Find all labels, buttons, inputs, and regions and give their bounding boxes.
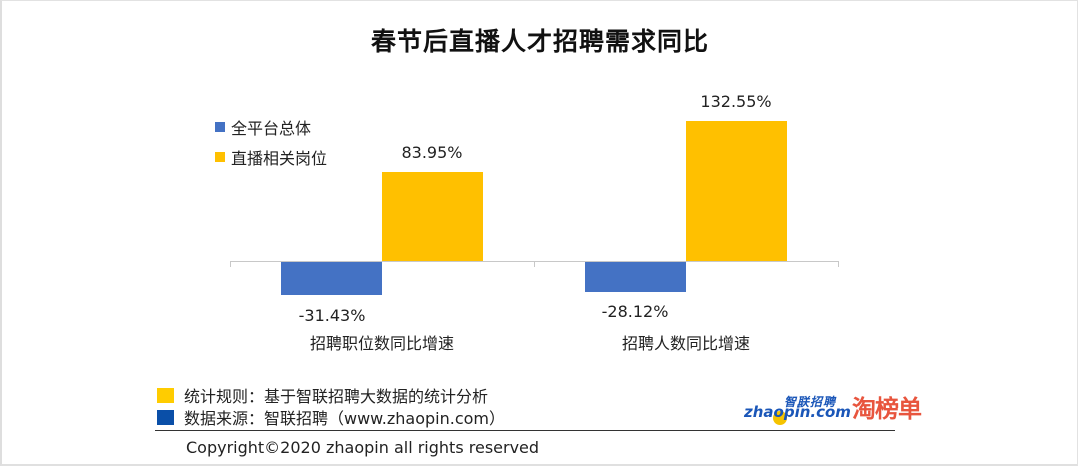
note-text: 统计规则：基于智联招聘大数据的统计分析: [184, 387, 489, 406]
logo-dot-icon: [773, 411, 787, 425]
category-label: 招聘职位数同比增速: [309, 334, 454, 353]
note-text: 数据来源：智联招聘（www.zhaopin.com）: [184, 409, 506, 428]
bar-overall-headcount: [585, 262, 686, 292]
value-label: 132.55%: [700, 92, 772, 111]
axis-tick: [534, 261, 535, 267]
legend-label: 直播相关岗位: [231, 149, 328, 168]
note-swatch-yellow-icon: [157, 387, 174, 403]
axis-tick: [230, 261, 231, 267]
note-statistics-rule: 统计规则：基于智联招聘大数据的统计分析: [157, 384, 505, 406]
bar-overall-positions: [281, 262, 382, 296]
legend-swatch-blue-icon: [215, 122, 225, 132]
logo-cn-text: 智联招聘: [784, 395, 837, 409]
footnotes: 统计规则：基于智联招聘大数据的统计分析 数据来源：智联招聘（www.zhaopi…: [157, 384, 505, 428]
copyright-text: Copyright©2020 zhaopin all rights reserv…: [186, 438, 540, 457]
legend-item-livestream: 直播相关岗位: [215, 142, 327, 172]
legend-label: 全平台总体: [231, 119, 312, 138]
footer-divider: [155, 430, 895, 431]
value-label: 83.95%: [401, 143, 463, 162]
legend: 全平台总体 直播相关岗位: [215, 112, 327, 172]
zhaopin-logo: 智联招聘 zhaopin.com: [744, 393, 851, 425]
value-label: -28.12%: [601, 302, 669, 321]
category-label: 招聘人数同比增速: [621, 334, 750, 353]
taobang-logo: 淘榜单: [852, 395, 922, 423]
value-label: -31.43%: [298, 306, 366, 325]
axis-tick: [838, 261, 839, 267]
bar-livestream-positions: [382, 172, 483, 261]
note-swatch-blue-icon: [157, 409, 174, 425]
chart-title: 春节后直播人才招聘需求同比: [370, 27, 709, 56]
logo-en-text: zhaopin.com: [744, 403, 851, 421]
bar-livestream-headcount: [686, 121, 787, 261]
note-data-source: 数据来源：智联招聘（www.zhaopin.com）: [157, 406, 505, 428]
legend-swatch-yellow-icon: [215, 152, 225, 162]
legend-item-overall: 全平台总体: [215, 112, 327, 142]
